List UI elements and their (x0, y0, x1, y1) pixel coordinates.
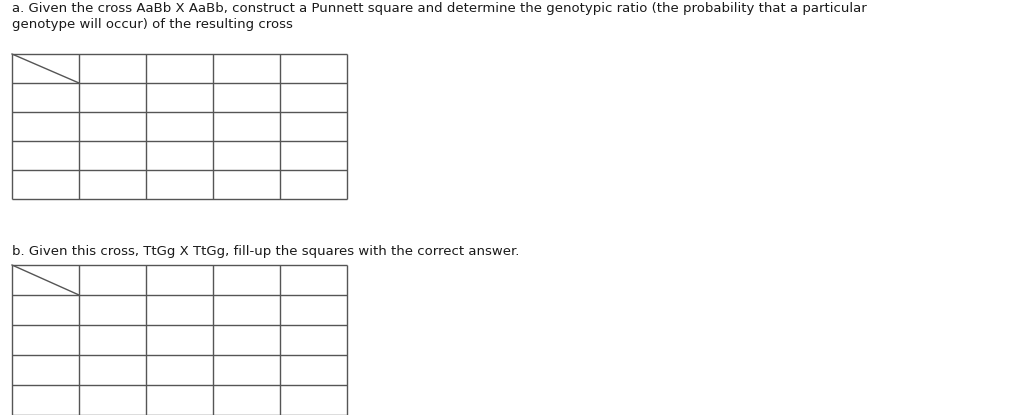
Text: b. Given this cross, TtGg X TtGg, fill-up the squares with the correct answer.: b. Given this cross, TtGg X TtGg, fill-u… (12, 245, 519, 258)
Text: a. Given the cross AaBb X AaBb, construct a Punnett square and determine the gen: a. Given the cross AaBb X AaBb, construc… (12, 2, 866, 31)
